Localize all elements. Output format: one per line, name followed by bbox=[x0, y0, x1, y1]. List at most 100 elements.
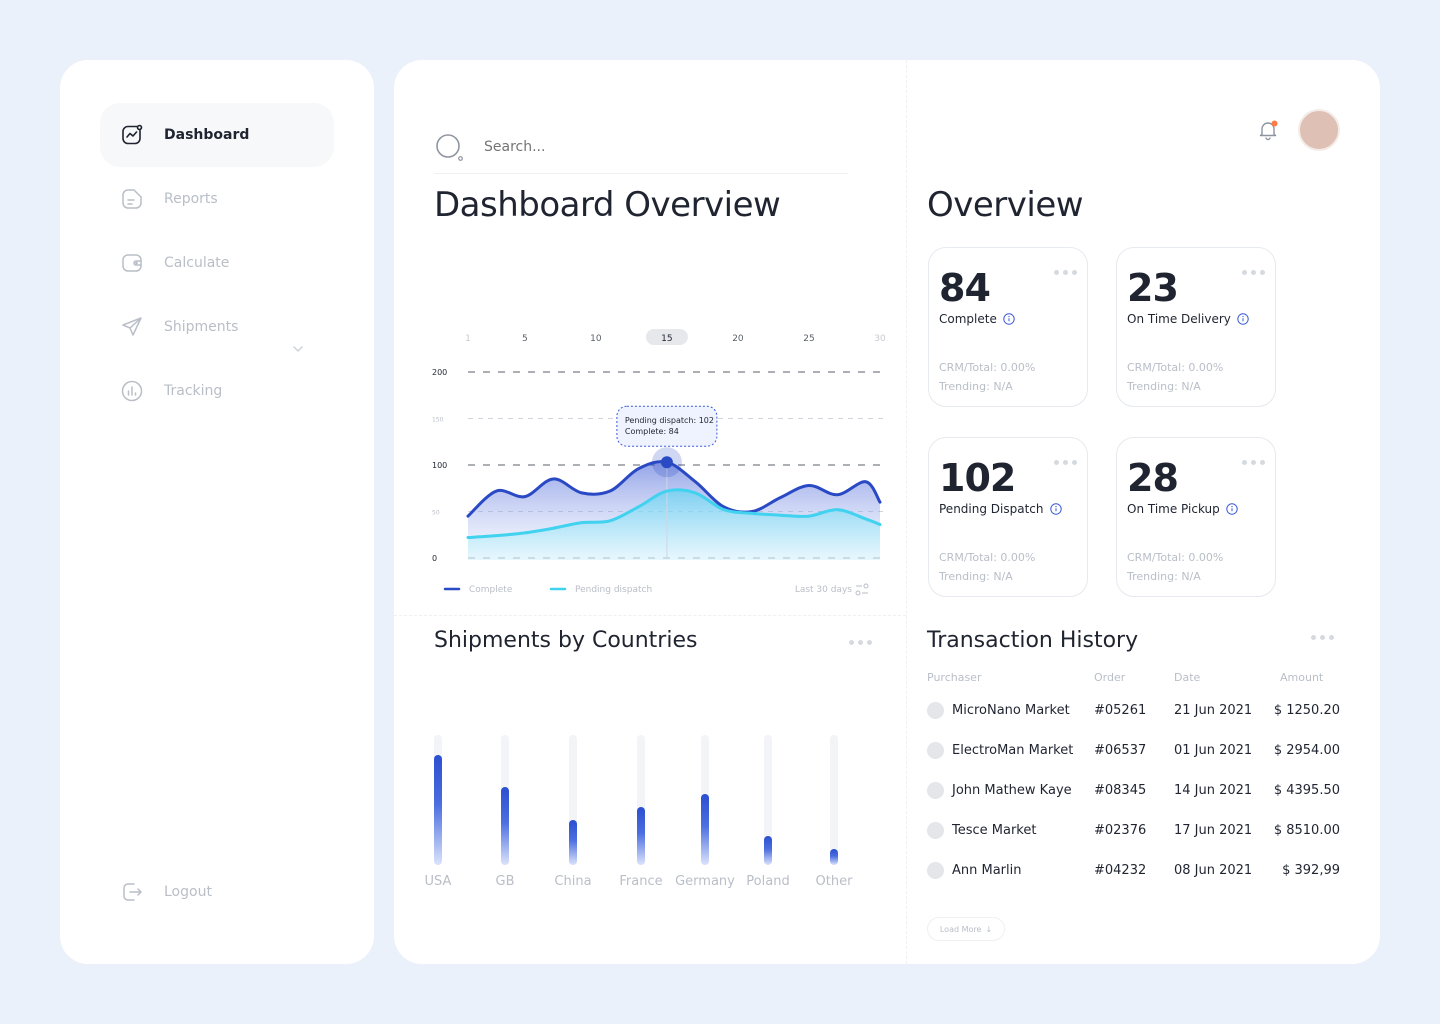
cell-purchaser: Tesce Market bbox=[952, 823, 1037, 838]
legend-pending-dispatch[interactable]: Pending dispatch bbox=[549, 585, 652, 595]
legend-label: Pending dispatch bbox=[575, 585, 652, 595]
sidebar-item-calculate[interactable]: Calculate bbox=[100, 231, 334, 295]
bar[interactable] bbox=[830, 849, 838, 865]
info-icon[interactable] bbox=[1237, 313, 1249, 325]
sidebar-item-label: Calculate bbox=[164, 255, 230, 271]
sidebar: Dashboard Reports Calculate Shipmen bbox=[60, 60, 374, 964]
hover-point[interactable] bbox=[660, 456, 673, 469]
bar-track bbox=[569, 735, 577, 865]
bar[interactable] bbox=[569, 819, 577, 865]
x-tick-label[interactable]: 1 bbox=[465, 334, 471, 344]
more-options-icon[interactable] bbox=[849, 640, 872, 645]
stat-value: 84 bbox=[939, 266, 991, 310]
stat-label-row: Complete bbox=[939, 312, 1015, 326]
bar[interactable] bbox=[637, 806, 645, 865]
more-options-icon[interactable] bbox=[1311, 635, 1334, 640]
legend-label: Complete bbox=[469, 585, 513, 595]
more-options-icon[interactable] bbox=[1054, 460, 1077, 465]
logout-label: Logout bbox=[164, 884, 212, 900]
sidebar-item-shipments[interactable]: Shipments bbox=[100, 295, 334, 359]
logout-button[interactable]: Logout bbox=[100, 860, 334, 924]
x-tick-label[interactable]: 25 bbox=[803, 334, 814, 344]
arrow-down-icon: ↓ bbox=[985, 924, 993, 934]
search-icon[interactable] bbox=[434, 132, 464, 162]
x-tick-label[interactable]: 20 bbox=[732, 334, 744, 344]
cell-amount: $ 392,99 bbox=[1282, 863, 1340, 878]
cell-date: 21 Jun 2021 bbox=[1174, 703, 1253, 718]
bar-label: France bbox=[619, 874, 663, 889]
stat-value: 28 bbox=[1127, 456, 1179, 500]
cell-order: #04232 bbox=[1094, 863, 1147, 878]
stat-label-row: Pending Dispatch bbox=[939, 502, 1062, 516]
bar-track bbox=[501, 735, 509, 865]
filter-icon[interactable] bbox=[855, 583, 869, 596]
range-label[interactable]: Last 30 days bbox=[795, 585, 852, 595]
bar-label: China bbox=[554, 874, 592, 889]
y-tick-label: 100 bbox=[432, 461, 447, 470]
stat-trend: Trending: N/A bbox=[939, 380, 1013, 393]
more-options-icon[interactable] bbox=[1242, 460, 1265, 465]
avatar bbox=[927, 862, 944, 879]
stat-card-pending-dispatch[interactable]: 102 Pending Dispatch CRM/Total: 0.00% Tr… bbox=[928, 437, 1088, 597]
stat-trend: Trending: N/A bbox=[1127, 380, 1201, 393]
sidebar-item-reports[interactable]: Reports bbox=[100, 167, 334, 231]
stat-meta: CRM/Total: 0.00% Trending: N/A bbox=[939, 548, 1035, 586]
bar[interactable] bbox=[764, 836, 772, 865]
bar[interactable] bbox=[434, 754, 442, 865]
x-tick-label[interactable]: 15 bbox=[661, 334, 672, 344]
x-tick-label[interactable]: 10 bbox=[590, 334, 602, 344]
cell-order: #02376 bbox=[1094, 823, 1147, 838]
send-icon bbox=[120, 315, 144, 339]
bar-track bbox=[637, 735, 645, 865]
bar-label: Germany bbox=[675, 874, 735, 889]
reports-icon bbox=[120, 187, 144, 211]
bell-icon[interactable] bbox=[1256, 118, 1280, 142]
x-tick-label[interactable]: 30 bbox=[874, 334, 886, 344]
x-tick-label[interactable]: 5 bbox=[522, 334, 528, 344]
chart-tooltip: Pending dispatch: 102 Complete: 84 bbox=[616, 405, 718, 447]
stat-meta: CRM/Total: 0.00% Trending: N/A bbox=[939, 358, 1035, 396]
column-header-order: Order bbox=[1094, 671, 1126, 684]
load-more-label: Load More bbox=[939, 924, 982, 934]
bar[interactable] bbox=[701, 793, 709, 865]
divider bbox=[906, 60, 907, 964]
divider bbox=[394, 615, 906, 616]
stat-meta: CRM/Total: 0.00% Trending: N/A bbox=[1127, 548, 1223, 586]
page-title: Dashboard Overview bbox=[434, 185, 781, 225]
stat-label-row: On Time Delivery bbox=[1127, 312, 1249, 326]
search-input[interactable] bbox=[484, 138, 784, 155]
bar-track bbox=[764, 735, 772, 865]
cell-date: 14 Jun 2021 bbox=[1174, 783, 1253, 798]
y-tick-label: 150 bbox=[432, 417, 444, 424]
stat-card-on-time-delivery[interactable]: 23 On Time Delivery CRM/Total: 0.00% Tre… bbox=[1116, 247, 1276, 407]
stat-crm: CRM/Total: 0.00% bbox=[939, 551, 1036, 564]
sidebar-item-label: Reports bbox=[164, 191, 218, 207]
bar[interactable] bbox=[501, 787, 509, 865]
more-options-icon[interactable] bbox=[1054, 270, 1077, 275]
avatar[interactable] bbox=[1298, 109, 1340, 151]
cell-order: #05261 bbox=[1094, 703, 1147, 718]
stat-label: Complete bbox=[939, 312, 997, 326]
sidebar-item-label: Dashboard bbox=[164, 127, 250, 143]
bar-track bbox=[701, 735, 709, 865]
avatar bbox=[927, 822, 944, 839]
chevron-down-icon[interactable] bbox=[293, 346, 303, 352]
load-more-button[interactable]: Load More ↓ bbox=[927, 917, 1005, 941]
stat-card-complete[interactable]: 84 Complete CRM/Total: 0.00% Trending: N… bbox=[928, 247, 1088, 407]
info-icon[interactable] bbox=[1226, 503, 1238, 515]
cell-purchaser: ElectroMan Market bbox=[952, 743, 1074, 758]
column-header-amount: Amount bbox=[1280, 671, 1324, 684]
more-options-icon[interactable] bbox=[1242, 270, 1265, 275]
cell-date: 17 Jun 2021 bbox=[1174, 823, 1253, 838]
sidebar-item-dashboard[interactable]: Dashboard bbox=[100, 103, 334, 167]
cell-amount: $ 4395.50 bbox=[1273, 783, 1340, 798]
tooltip-line-2: Complete: 84 bbox=[625, 427, 679, 436]
info-icon[interactable] bbox=[1003, 313, 1015, 325]
search-bar bbox=[434, 120, 848, 174]
stat-card-on-time-pickup[interactable]: 28 On Time Pickup CRM/Total: 0.00% Trend… bbox=[1116, 437, 1276, 597]
legend-complete[interactable]: Complete bbox=[443, 585, 513, 595]
sidebar-item-tracking[interactable]: Tracking bbox=[100, 359, 334, 423]
stat-label: On Time Delivery bbox=[1127, 312, 1231, 326]
cell-amount: $ 2954.00 bbox=[1273, 743, 1340, 758]
info-icon[interactable] bbox=[1049, 503, 1062, 515]
